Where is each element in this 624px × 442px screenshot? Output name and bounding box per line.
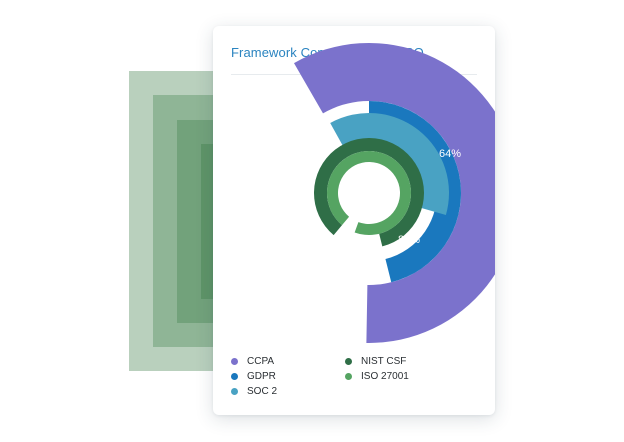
arc-ccpa <box>294 43 495 343</box>
legend-item: NIST CSF <box>345 354 406 368</box>
legend-swatch <box>231 372 238 380</box>
legend-label: NIST CSF <box>361 355 407 367</box>
legend-swatch <box>345 357 352 365</box>
arc-iso-27001 <box>326 150 411 235</box>
legend-label: GDPR <box>247 370 276 382</box>
arc-gdpr <box>369 101 461 283</box>
data-label-gdpr: 39% <box>305 112 327 124</box>
legend-label: ISO 27001 <box>361 370 409 382</box>
chart-card: Framework Compliance with ISO 32%39%64%8… <box>213 26 495 415</box>
legend-swatch <box>231 357 238 365</box>
arc-soc-2 <box>330 113 449 216</box>
legend-item: CCPA <box>231 354 274 368</box>
data-label-soc-2: 64% <box>439 148 461 160</box>
data-label-ccpa: 32% <box>255 148 277 160</box>
radial-chart: 32% 39% 64% 83% <box>255 43 495 343</box>
legend-swatch <box>345 372 352 380</box>
data-label-nist-csf: 83% <box>398 234 420 246</box>
legend-item: ISO 27001 <box>345 369 409 383</box>
legend-label: SOC 2 <box>247 385 278 397</box>
legend-swatch <box>231 387 238 395</box>
legend-item: GDPR <box>231 369 276 383</box>
legend-item: SOC 2 <box>231 384 277 398</box>
legend-label: CCPA <box>247 355 275 367</box>
